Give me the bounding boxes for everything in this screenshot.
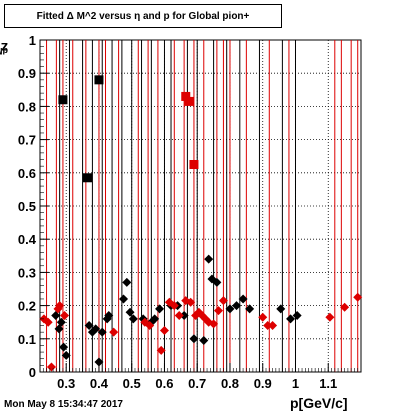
series-0-diamond: [179, 311, 189, 321]
x-tick-label: 0.8: [221, 376, 239, 391]
x-tick-label: 0.3: [57, 376, 75, 391]
series-0-diamond: [84, 321, 94, 331]
series-1-diamond: [258, 312, 268, 322]
x-tick-label: 0.9: [254, 376, 272, 391]
series-0-diamond: [212, 277, 222, 287]
series-0-diamond: [119, 294, 129, 304]
series-1-diamond: [325, 312, 335, 322]
axis-ticks: [40, 39, 359, 373]
series-0-square: [94, 75, 104, 85]
series-0-diamond: [276, 304, 286, 314]
series-1-diamond: [186, 297, 196, 307]
series-0-diamond: [125, 307, 135, 317]
y-tick-label: 0.9: [18, 66, 36, 81]
y-tick-label: 0.4: [18, 232, 37, 247]
x-tick-label: 0.6: [155, 376, 173, 391]
series-1-diamond: [209, 319, 219, 329]
series-0-diamond: [150, 314, 160, 324]
series-0-diamond: [104, 311, 114, 321]
series-0-diamond: [204, 254, 214, 264]
series-0-diamond: [232, 301, 242, 311]
y-tick-label: 1: [29, 33, 36, 48]
y-tick-label: 0.8: [18, 99, 36, 114]
series-1-diamond: [159, 326, 169, 335]
x-tick-label: 1: [292, 376, 299, 391]
vertical-lines: [46, 40, 359, 372]
series-1-diamond: [263, 321, 273, 331]
series-0-diamond: [292, 311, 302, 321]
series-0-square: [82, 173, 92, 183]
x-tick-label: 1.1: [319, 376, 337, 391]
series-1-diamond: [43, 317, 53, 327]
series-1-diamond: [156, 345, 166, 355]
series-0-diamond: [225, 304, 235, 314]
axis-tick-labels: 0.3 0.4 0.5 0.6 0.7 0.8 0.9 1 1.1 0 0.1 0.2 0.3 0.4 0.…: [18, 33, 337, 391]
y-axis-title: zdM2: [0, 40, 34, 90]
series-1-diamond: [46, 362, 56, 372]
series-0-diamond: [155, 304, 165, 314]
y-tick-label: 0.5: [18, 199, 36, 214]
series-1-diamond: [353, 292, 363, 302]
series-1-diamond: [214, 306, 224, 316]
series-0-diamond: [245, 304, 255, 314]
series-0-diamond: [199, 335, 209, 345]
y-tick-label: 0.2: [18, 299, 36, 314]
series-0-diamond: [94, 357, 104, 367]
data-markers: [39, 75, 363, 372]
series-0-square: [58, 95, 68, 105]
series-0-diamond: [97, 327, 107, 337]
timestamp: Mon May 8 15:34:47 2017: [4, 399, 123, 410]
series-1-square: [181, 91, 191, 101]
series-1-square: [184, 96, 194, 106]
series-1-diamond: [60, 311, 70, 321]
series-1-square: [189, 160, 199, 169]
series-1-diamond: [268, 321, 278, 331]
series-0-diamond: [189, 334, 199, 344]
series-1-diamond: [174, 311, 184, 321]
series-0-diamond: [56, 317, 66, 327]
y-tick-label: 0.6: [18, 166, 36, 181]
series-0-diamond: [128, 314, 138, 324]
x-axis-title: p[GeV/c]: [290, 395, 348, 411]
series-0-diamond: [91, 324, 101, 334]
series-0-diamond: [122, 277, 132, 287]
series-1-diamond: [145, 321, 155, 331]
y-axis-title-sub: dM2: [0, 46, 8, 56]
series-1-diamond: [55, 301, 65, 311]
series-1-diamond: [169, 301, 179, 311]
series-1-diamond: [109, 327, 119, 337]
series-0-diamond: [61, 350, 71, 360]
y-tick-label: 0: [29, 365, 36, 380]
series-0-diamond: [59, 342, 69, 352]
chart-title: Fitted Δ M^2 versus η and p for Global p…: [4, 4, 282, 28]
series-1-diamond: [340, 302, 350, 312]
series-0-diamond: [238, 294, 248, 304]
series-0-diamond: [286, 314, 296, 324]
y-tick-label: 0.1: [18, 332, 36, 347]
y-tick-label: 0.3: [18, 265, 36, 280]
x-tick-label: 0.7: [188, 376, 206, 391]
x-tick-label: 0.5: [123, 376, 141, 391]
x-tick-label: 0.4: [90, 376, 109, 391]
series-1-diamond: [218, 296, 228, 306]
y-tick-label: 0.7: [18, 133, 36, 148]
